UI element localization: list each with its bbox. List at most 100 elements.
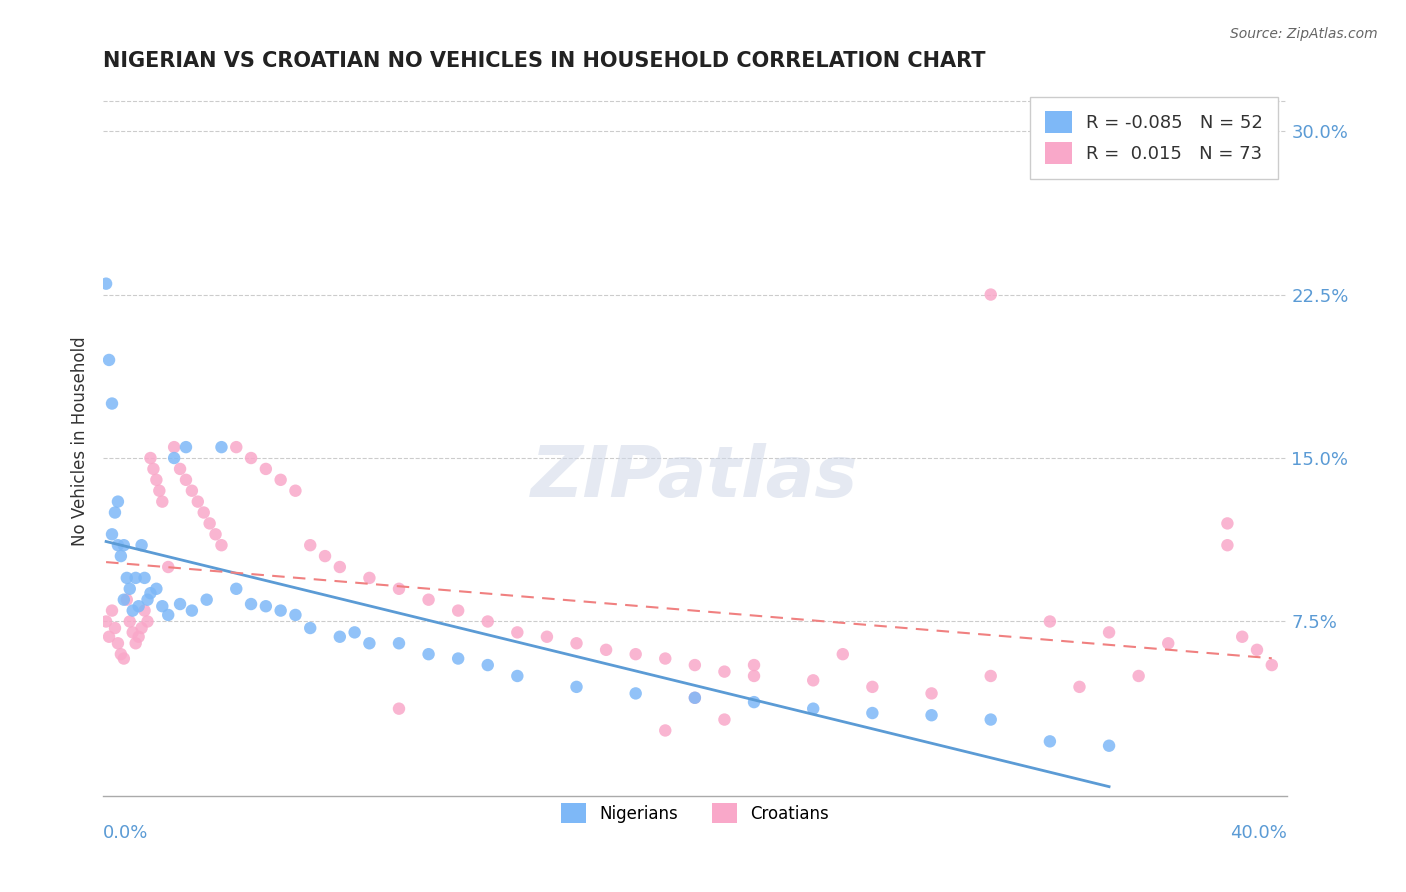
Point [101,604,124,618]
Point [254,599,277,614]
Point [124,636,146,650]
Point [329,560,352,574]
Point [174,473,197,487]
Point [683,690,706,705]
Point [101,396,124,410]
Point [139,586,162,600]
Point [299,621,322,635]
Point [128,599,150,614]
Point [180,604,202,618]
Point [1128,669,1150,683]
Point [418,647,440,661]
Point [104,621,127,635]
Point [388,701,411,715]
Point [801,701,824,715]
Point [359,571,381,585]
Y-axis label: No Vehicles in Household: No Vehicles in Household [72,337,89,547]
Point [477,615,499,629]
Point [150,599,173,614]
Point [163,450,186,465]
Point [270,473,292,487]
Point [860,706,883,720]
Point [343,625,366,640]
Point [1216,538,1239,552]
Point [128,630,150,644]
Point [121,625,143,640]
Point [595,642,617,657]
Point [163,440,186,454]
Point [314,549,336,563]
Point [270,604,292,618]
Text: 0.0%: 0.0% [103,824,149,842]
Point [1246,642,1268,657]
Point [134,571,156,585]
Point [801,673,824,688]
Point [98,353,121,368]
Point [150,494,173,508]
Point [110,647,132,661]
Point [94,277,117,291]
Point [112,651,135,665]
Point [536,630,558,644]
Point [157,607,180,622]
Point [713,665,735,679]
Point [742,669,765,683]
Point [284,607,307,622]
Point [118,615,141,629]
Point [115,571,138,585]
Point [980,669,1002,683]
Point [506,625,529,640]
Point [225,440,247,454]
Point [225,582,247,596]
Text: ZIPatlas: ZIPatlas [531,442,859,512]
Text: Source: ZipAtlas.com: Source: ZipAtlas.com [1230,27,1378,41]
Point [683,690,706,705]
Point [211,440,233,454]
Point [101,527,124,541]
Point [921,686,943,700]
Point [148,483,170,498]
Point [142,462,165,476]
Point [388,582,411,596]
Point [447,651,470,665]
Point [211,538,233,552]
Point [831,647,853,661]
Point [1069,680,1091,694]
Point [110,549,132,563]
Point [107,538,129,552]
Point [112,538,135,552]
Point [713,713,735,727]
Point [104,506,127,520]
Point [477,658,499,673]
Point [329,630,352,644]
Point [107,494,129,508]
Point [742,658,765,673]
Point [624,647,647,661]
Point [193,506,215,520]
Point [98,630,121,644]
Point [447,604,470,618]
Point [1232,630,1254,644]
Point [169,462,191,476]
Point [980,287,1002,301]
Point [195,592,218,607]
Point [121,604,143,618]
Point [174,440,197,454]
Point [565,636,588,650]
Point [1039,734,1062,748]
Point [1098,625,1121,640]
Point [1098,739,1121,753]
Point [94,615,117,629]
Point [240,450,263,465]
Point [254,462,277,476]
Point [240,597,263,611]
Legend: Nigerians, Croatians: Nigerians, Croatians [554,797,835,830]
Point [169,597,191,611]
Text: NIGERIAN VS CROATIAN NO VEHICLES IN HOUSEHOLD CORRELATION CHART: NIGERIAN VS CROATIAN NO VEHICLES IN HOUS… [103,51,986,70]
Point [418,592,440,607]
Point [742,695,765,709]
Point [136,615,159,629]
Point [299,538,322,552]
Point [204,527,226,541]
Point [136,592,159,607]
